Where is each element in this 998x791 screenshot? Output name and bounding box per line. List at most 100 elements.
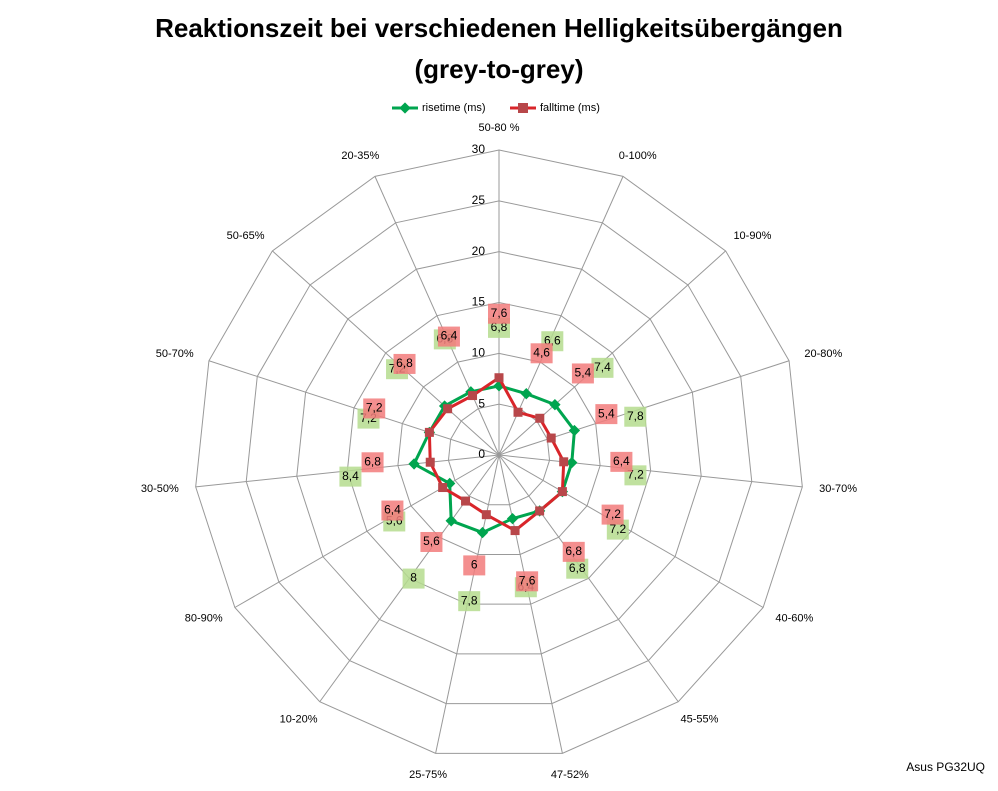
- data-label-box: [463, 555, 486, 576]
- data-label-box: [402, 568, 425, 589]
- legend-label: falltime (ms): [540, 102, 600, 114]
- category-label: 20-80%: [804, 348, 842, 360]
- data-label: 6,8: [396, 356, 413, 370]
- data-label: 8,4: [342, 469, 359, 483]
- data-label: 7,2: [609, 522, 626, 536]
- legend-marker: [399, 102, 411, 114]
- data-label: 6,8: [565, 544, 582, 558]
- legend-marker: [518, 103, 528, 113]
- marker: [535, 506, 545, 516]
- marker: [438, 483, 448, 493]
- data-label: 7,8: [627, 409, 644, 423]
- data-label-box: [516, 571, 539, 592]
- spoke: [208, 360, 500, 456]
- category-label: 0-100%: [619, 150, 657, 162]
- data-label: 5,4: [598, 406, 615, 420]
- axis-tick-label: 10: [472, 346, 486, 360]
- marker: [506, 512, 519, 525]
- marker: [535, 413, 545, 423]
- spoke: [374, 176, 500, 456]
- spoke: [498, 454, 764, 608]
- data-label: 6,4: [384, 503, 401, 517]
- category-label: 30-70%: [819, 483, 857, 495]
- marker: [445, 515, 457, 527]
- marker: [549, 399, 561, 411]
- data-label-box: [381, 500, 404, 521]
- spoke: [234, 454, 500, 608]
- marker: [520, 388, 532, 400]
- category-label: 20-35%: [341, 150, 379, 162]
- series-line: [427, 375, 566, 533]
- marker: [566, 456, 578, 469]
- axis-tick-label: 25: [472, 193, 486, 207]
- data-label: 6,4: [613, 454, 630, 468]
- category-label: 10-90%: [733, 230, 771, 242]
- category-label: 50-80 %: [479, 122, 520, 134]
- data-label: 6,4: [441, 329, 458, 343]
- category-label: 50-65%: [227, 230, 265, 242]
- data-label-box: [393, 353, 416, 374]
- data-label-box: [420, 531, 443, 552]
- data-label-box: [601, 504, 624, 525]
- data-label-box: [339, 466, 362, 487]
- spoke: [498, 454, 679, 703]
- grid-ring: [296, 251, 702, 655]
- category-label: 40-60%: [775, 612, 813, 624]
- data-label-box: [624, 406, 647, 427]
- spoke: [498, 454, 563, 754]
- legend-label: risetime (ms): [422, 102, 486, 114]
- data-label: 7,6: [491, 306, 508, 320]
- data-label-box: [458, 591, 481, 612]
- data-label: 7,2: [366, 401, 383, 415]
- axis-tick-label: 0: [478, 447, 485, 461]
- marker: [510, 526, 520, 536]
- data-label-box: [566, 558, 589, 579]
- spoke: [272, 250, 500, 456]
- data-label: 6,8: [364, 454, 381, 468]
- marker: [494, 373, 504, 383]
- data-label-box: [562, 541, 585, 562]
- axis-tick-label: 20: [472, 244, 486, 258]
- data-label: 5,6: [423, 534, 440, 548]
- marker: [568, 424, 581, 437]
- data-label: 7,8: [461, 593, 478, 607]
- source-note: Asus PG32UQ: [906, 760, 985, 774]
- chart-title: Reaktionszeit bei verschiedenen Helligke…: [155, 13, 843, 43]
- marker: [476, 526, 489, 539]
- data-label-box: [488, 303, 510, 324]
- marker: [557, 487, 567, 497]
- category-label: 45-55%: [680, 713, 718, 725]
- category-label: 10-20%: [280, 713, 318, 725]
- grid-ring: [195, 149, 803, 754]
- data-label-box: [437, 326, 460, 347]
- marker: [461, 496, 471, 506]
- data-label-box: [591, 357, 614, 378]
- spoke: [498, 454, 803, 488]
- data-label: 4,6: [533, 345, 550, 359]
- data-label-box: [363, 398, 386, 419]
- marker: [513, 407, 523, 417]
- data-label: 6,8: [569, 561, 586, 575]
- axis-tick-label: 5: [478, 396, 485, 410]
- data-label-box: [595, 404, 618, 425]
- data-label-box: [530, 343, 553, 364]
- category-label: 25-75%: [409, 769, 447, 781]
- data-label: 8: [410, 571, 417, 585]
- marker: [443, 404, 453, 414]
- data-label: 7,4: [594, 360, 611, 374]
- category-label: 47-52%: [551, 769, 589, 781]
- data-label: 7,2: [604, 507, 621, 521]
- chart-subtitle: (grey-to-grey): [414, 54, 583, 84]
- marker: [425, 457, 435, 467]
- category-label: 80-90%: [185, 612, 223, 624]
- category-label: 50-70%: [156, 348, 194, 360]
- data-label: 7,6: [519, 573, 536, 587]
- marker: [408, 458, 420, 470]
- marker: [546, 433, 556, 443]
- data-label: 6: [471, 558, 478, 572]
- axis-tick-label: 30: [472, 142, 486, 156]
- axis-tick-label: 15: [472, 295, 486, 309]
- data-label-box: [610, 451, 633, 472]
- marker: [559, 457, 569, 467]
- grid-ring: [245, 200, 753, 705]
